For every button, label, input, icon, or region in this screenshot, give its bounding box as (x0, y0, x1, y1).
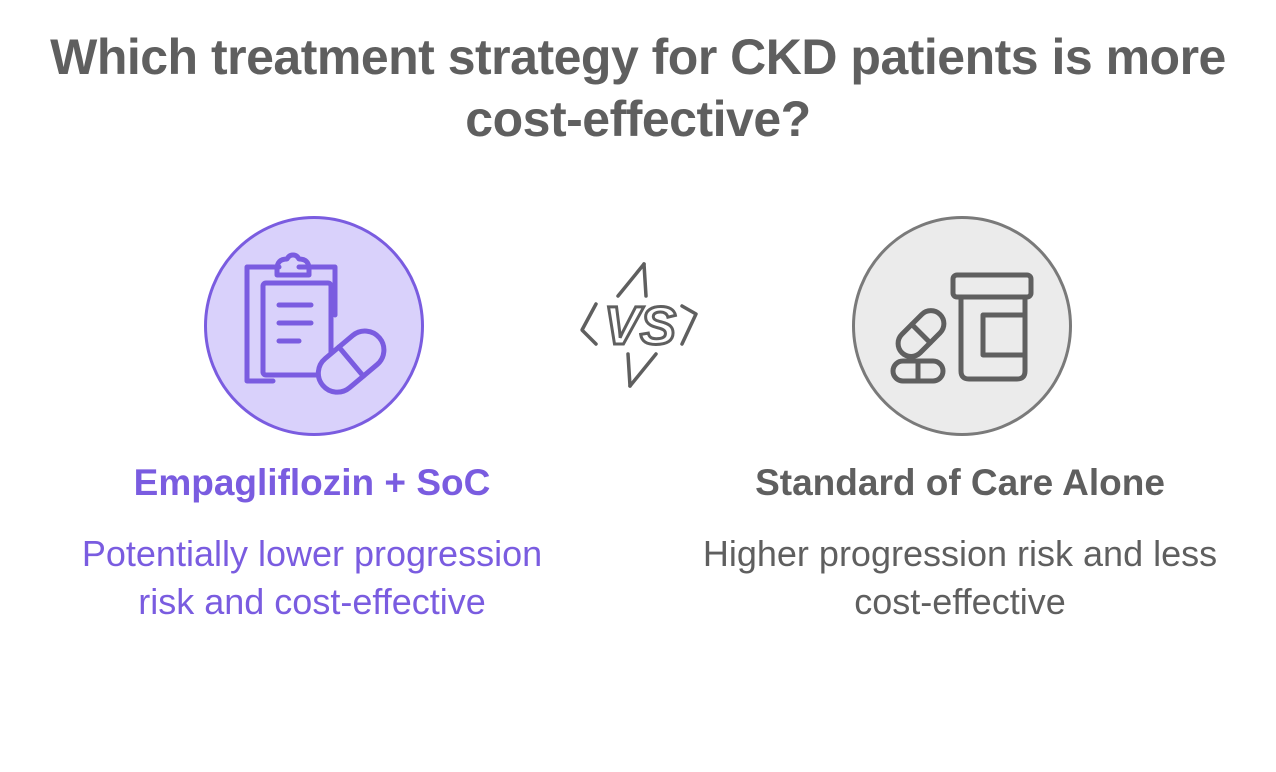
standard-care-icon-circle (852, 216, 1072, 436)
option-heading-standard-care: Standard of Care Alone (755, 462, 1165, 503)
empagliflozin-icon-circle (204, 216, 424, 436)
option-description-standard-care: Higher progression risk and less cost-ef… (702, 533, 1218, 622)
title-line-2: cost-effective? (465, 91, 811, 147)
vs-label: VS (604, 296, 676, 356)
option-heading-empagliflozin: Empagliflozin + SoC (133, 462, 491, 503)
pill-bottle-icon (890, 272, 1034, 384)
option-description-empagliflozin: Potentially lower progression risk and c… (81, 533, 543, 622)
versus-icon: VS (580, 262, 698, 388)
page-title: Which treatment strategy for CKD patient… (0, 26, 1276, 150)
clipboard-pill-icon (244, 252, 387, 395)
title-line-1: Which treatment strategy for CKD patient… (50, 29, 1226, 85)
